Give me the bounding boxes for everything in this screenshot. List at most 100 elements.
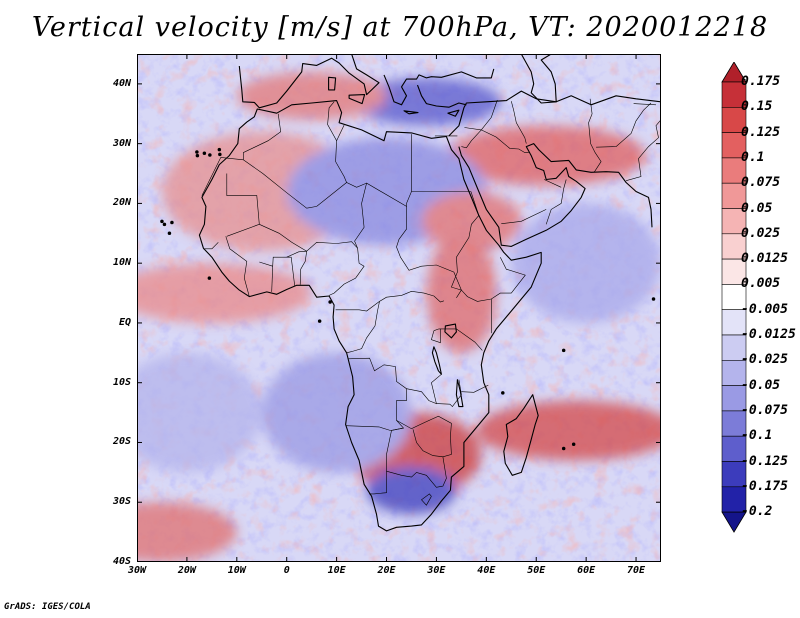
colorbar-tick-label: 0.05 [741, 200, 773, 216]
map-panel [137, 54, 661, 562]
border-zimbabwe [396, 415, 452, 458]
island-dot [195, 150, 199, 154]
colorbar-swatch [721, 284, 747, 310]
island-dot [195, 153, 200, 158]
anomaly-patch [261, 352, 412, 473]
lon-tick-label: 30E [427, 565, 446, 576]
lon-tick-label: 70E [627, 565, 646, 576]
border-yemen-saudi [501, 209, 547, 224]
colorbar-swatch [721, 208, 747, 235]
border-ivory-ghana [271, 266, 273, 292]
colorbar-min-arrow [721, 511, 747, 533]
colorbar-tick-label: -0.005 [741, 301, 788, 317]
colorbar-tick-label: -0.175 [741, 478, 788, 494]
border-ghana [259, 256, 295, 286]
border-algeria-south [243, 159, 367, 209]
lon-tick-label: 0 [283, 565, 290, 576]
island-dot [160, 219, 164, 224]
colorbar-swatch [721, 486, 747, 513]
island-dot [208, 153, 212, 157]
colorbar-tick-label: 0.175 [741, 74, 781, 89]
lon-tick-label: 10W [227, 565, 246, 576]
island-dot [162, 222, 167, 227]
border-namibia-botswana [386, 427, 404, 455]
island-dot [202, 151, 207, 155]
border-drc-zambia [406, 374, 442, 405]
border-pak-afg [596, 102, 652, 148]
border-rwanda-burundi [431, 328, 441, 344]
colorbar-swatch [721, 81, 747, 108]
lat-tick-label: 40N [112, 77, 131, 89]
island-dot [207, 276, 212, 280]
colorbar [721, 62, 747, 533]
africa-coastline [198, 100, 542, 532]
map-border [137, 54, 661, 562]
madagascar-coastline [503, 394, 539, 476]
colorbar-tick-label: -0.2 [741, 504, 773, 520]
border-car-congo [335, 290, 444, 312]
anomaly-patch [366, 466, 457, 515]
lon-tick-label: 20W [177, 565, 196, 576]
colorbar-tick-label: -0.05 [741, 377, 781, 393]
border-congo-drc [346, 301, 380, 354]
colorbar-tick-label: 0.0125 [741, 251, 788, 267]
colorbar-swatch [721, 435, 747, 462]
border-libya-chad [354, 134, 412, 249]
colorbar-tick-label: -0.125 [741, 453, 788, 469]
colorbar-swatch [721, 334, 747, 361]
lake-victoria [444, 323, 457, 339]
lon-tick-label: 20E [377, 565, 396, 576]
lake-malawi [455, 379, 464, 408]
lon-tick-label: 30W [127, 565, 147, 576]
border-kenya-tanzania [433, 328, 483, 351]
lat-tick-label: 30N [112, 137, 131, 149]
border-morocco-algeria [243, 113, 282, 160]
colorbar-tick-label: 0.1 [741, 149, 765, 165]
anomaly-patch [426, 233, 497, 353]
colorbar-tick-label: -0.075 [741, 402, 788, 418]
lat-tick-label: 10S [112, 376, 131, 388]
island-dot [328, 300, 332, 304]
border-oman-yemen [545, 179, 567, 225]
colorbar-tick-label: 0.025 [741, 225, 781, 241]
lon-tick-label: 40E [477, 565, 496, 576]
lon-tick-label: 60E [577, 565, 596, 576]
colorbar-swatch [721, 233, 747, 260]
lat-tick-label: 40S [112, 556, 131, 567]
colorbar-swatch [721, 385, 747, 412]
colorbar-tick-label: -0.1 [741, 428, 773, 444]
border-lesotho [421, 493, 432, 506]
border-kenya-sudan [456, 289, 462, 298]
border-botswana-sa [386, 429, 447, 488]
anomaly-patch [137, 263, 312, 323]
vertical-velocity-field [137, 54, 661, 562]
anomaly-patch [446, 125, 647, 186]
lake-tanganyika [431, 346, 442, 375]
border-tunisia-libya [336, 124, 345, 141]
border-guinea-bissau [203, 242, 219, 250]
sicily-coastline [348, 94, 366, 105]
anomaly-patch [351, 77, 502, 126]
border-india-pakistan [626, 119, 661, 181]
map-title: Vertical velocity [m/s] at 700hPa, VT: 2… [31, 12, 769, 43]
island-dot [170, 220, 174, 225]
colorbar-tick-label: 0.075 [741, 175, 781, 191]
colorbar-tick-label: 0.125 [741, 124, 781, 140]
arabia-coastline [458, 143, 653, 247]
lon-tick-label: 10E [327, 565, 346, 576]
island-dot [501, 391, 505, 395]
colorbar-tick-label: -0.0125 [741, 327, 796, 342]
island-dot [651, 297, 656, 301]
lon-tick-label: 50E [527, 565, 546, 576]
border-jordan-saudi [461, 129, 482, 149]
colorbar-tick-label: 0.005 [741, 276, 781, 292]
border-iran-pak-afg [588, 98, 602, 173]
colorbar-tick-label: 0.15 [741, 99, 773, 115]
colorbar-swatch [721, 157, 747, 184]
lat-tick-label: 20N [112, 197, 131, 209]
border-saudi-iraq [481, 129, 529, 153]
island-dot [317, 319, 322, 323]
europe-coastline [238, 54, 380, 109]
field-anomaly-patches [137, 71, 661, 562]
border-ethiopia [450, 191, 526, 302]
